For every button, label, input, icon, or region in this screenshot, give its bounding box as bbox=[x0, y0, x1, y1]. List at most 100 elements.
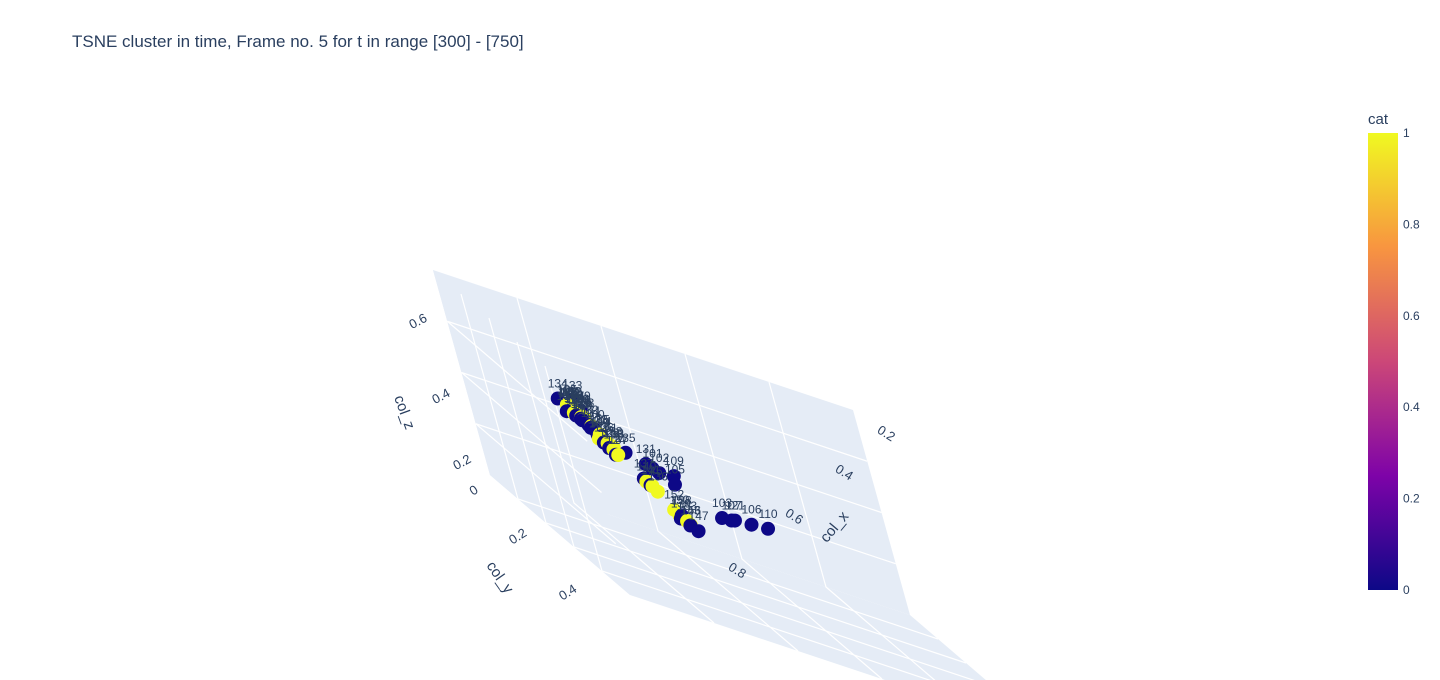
point-label: 132 bbox=[579, 403, 599, 417]
point-label: 177 bbox=[564, 389, 584, 403]
data-point[interactable] bbox=[611, 448, 626, 463]
point-label: 168 bbox=[563, 388, 583, 402]
point-label: 153 bbox=[677, 499, 697, 513]
point-label: 133 bbox=[562, 378, 582, 392]
point-label: 178 bbox=[558, 384, 578, 398]
data-point[interactable] bbox=[761, 521, 776, 536]
gridline-x bbox=[768, 381, 936, 680]
point-label: 175 bbox=[571, 395, 591, 409]
point-label: 159 bbox=[604, 426, 624, 440]
point-label: 179 bbox=[564, 391, 584, 405]
point-label: 171 bbox=[581, 404, 601, 418]
point-label: 162 bbox=[561, 385, 581, 399]
data-point[interactable] bbox=[691, 524, 706, 539]
z-tick-label: 0.2 bbox=[450, 451, 473, 473]
3d-scene[interactable]: 0.20.40.60.8col_x00.20.4col_y0.20.40.6co… bbox=[390, 270, 1050, 680]
point-label: 121 bbox=[725, 499, 745, 513]
point-label: 140 bbox=[636, 460, 656, 474]
z-tick-label: 0.4 bbox=[429, 385, 452, 407]
point-label: 167 bbox=[608, 433, 628, 447]
y-tick-label: 0.2 bbox=[506, 525, 529, 547]
point-label: 110 bbox=[758, 507, 777, 521]
point-label: 176 bbox=[569, 392, 589, 406]
point-label: 134 bbox=[548, 377, 568, 391]
chart-title: TSNE cluster in time, Frame no. 5 for t … bbox=[72, 32, 524, 51]
point-label: 182 bbox=[560, 386, 580, 400]
point-label: 101 bbox=[643, 447, 663, 461]
point-label: 109 bbox=[664, 454, 684, 468]
point-label: 107 bbox=[722, 499, 742, 513]
point-label: 104 bbox=[591, 414, 611, 428]
point-label: 130 bbox=[557, 389, 577, 403]
data-point[interactable] bbox=[744, 517, 759, 532]
point-label: 100 bbox=[585, 408, 605, 422]
gridline-y bbox=[460, 293, 939, 640]
gridline-y bbox=[544, 365, 931, 680]
data-point[interactable] bbox=[650, 484, 665, 499]
point-label: 120 bbox=[572, 398, 592, 412]
gridline-y bbox=[516, 341, 975, 680]
point-label: 128 bbox=[566, 394, 586, 408]
point-label: 163 bbox=[574, 396, 594, 410]
point-label: 137 bbox=[634, 456, 654, 470]
point-label: 124 bbox=[606, 433, 626, 447]
point-label: 186 bbox=[558, 385, 578, 399]
colorbar: cat 0 0.2 0.4 0.6 0.8 1 bbox=[1368, 111, 1420, 597]
point-label: 188 bbox=[565, 392, 585, 406]
point-label: 189 bbox=[590, 416, 610, 430]
colorbar-gradient bbox=[1368, 133, 1398, 590]
point-label: 187 bbox=[571, 397, 591, 411]
gridline-x bbox=[516, 297, 715, 624]
point-label: 161 bbox=[598, 421, 618, 435]
point-label: 136 bbox=[648, 470, 668, 484]
point-label: 141 bbox=[641, 463, 661, 477]
point-label: 174 bbox=[563, 387, 583, 401]
gridline-y bbox=[488, 317, 967, 664]
gridline-x bbox=[684, 353, 883, 680]
point-label: 147 bbox=[689, 509, 709, 523]
point-label: 169 bbox=[589, 417, 609, 431]
data-point[interactable] bbox=[652, 466, 667, 481]
colorbar-title: cat bbox=[1368, 111, 1389, 128]
point-label: 143 bbox=[680, 504, 700, 518]
point-layer: 1341331851781621811861821741681291771301… bbox=[548, 377, 778, 539]
gridline-x bbox=[600, 325, 799, 652]
gridline-z bbox=[446, 320, 868, 462]
colorbar-tick-label: 1 bbox=[1403, 126, 1410, 140]
point-label: 184 bbox=[573, 398, 593, 412]
point-label: 138 bbox=[672, 494, 692, 508]
point-label: 181 bbox=[560, 385, 580, 399]
point-label: 150 bbox=[669, 493, 689, 507]
point-label: 152 bbox=[664, 488, 684, 502]
colorbar-tick-label: 0.6 bbox=[1403, 309, 1420, 323]
gridline-z bbox=[461, 371, 882, 514]
z-axis-title: col_z bbox=[390, 393, 418, 432]
data-point[interactable] bbox=[667, 477, 682, 492]
point-label: 185 bbox=[557, 383, 577, 397]
point-label: 172 bbox=[571, 394, 591, 408]
colorbar-tick-label: 0.4 bbox=[1403, 400, 1420, 414]
point-label: 123 bbox=[588, 412, 608, 426]
y-tick-label: 0 bbox=[467, 482, 481, 499]
point-label: 106 bbox=[741, 503, 761, 517]
point-label: 103 bbox=[712, 496, 732, 510]
y-axis-title: col_y bbox=[483, 558, 517, 597]
x-tick-label: 0.2 bbox=[875, 422, 898, 444]
point-label: 164 bbox=[570, 392, 590, 406]
y-tick-label: 0.4 bbox=[556, 581, 579, 603]
point-label: 131 bbox=[581, 406, 601, 420]
gridline-z bbox=[475, 423, 896, 565]
z-tick-label: 0.6 bbox=[406, 310, 429, 332]
data-point[interactable] bbox=[727, 513, 742, 528]
point-label: 125 bbox=[571, 397, 591, 411]
point-label: 105 bbox=[665, 463, 685, 477]
point-label: 126 bbox=[594, 421, 614, 435]
point-label: 166 bbox=[603, 427, 623, 441]
point-label: 145 bbox=[643, 464, 663, 478]
colorbar-tick-label: 0.2 bbox=[1403, 492, 1420, 506]
point-label: 122 bbox=[599, 426, 619, 440]
point-label: 139 bbox=[671, 497, 691, 511]
point-label: 158 bbox=[602, 425, 622, 439]
point-label: 131 bbox=[636, 442, 656, 456]
